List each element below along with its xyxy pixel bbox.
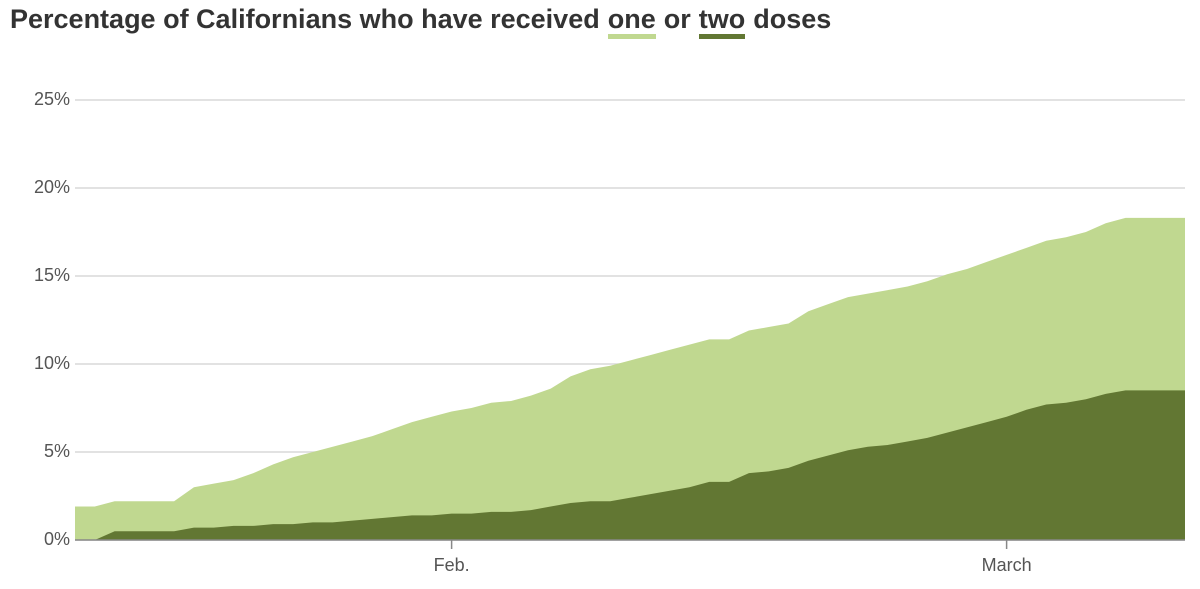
- y-tick-label: 25%: [34, 89, 70, 109]
- y-tick-label: 5%: [44, 441, 70, 461]
- legend-entry: two: [698, 4, 746, 39]
- y-tick-label: 10%: [34, 353, 70, 373]
- legend-entry: one: [607, 4, 656, 39]
- y-tick-label: 15%: [34, 265, 70, 285]
- y-tick-label: 20%: [34, 177, 70, 197]
- x-tick-label: Feb.: [434, 555, 470, 575]
- chart-title: Percentage of Californians who have rece…: [10, 4, 839, 39]
- area: [75, 390, 1185, 540]
- title-text: Percentage of Californians who have rece…: [10, 4, 600, 34]
- y-tick-label: 0%: [44, 529, 70, 549]
- x-tick-label: March: [982, 555, 1032, 575]
- title-text: or: [663, 4, 691, 34]
- title-text: doses: [753, 4, 832, 34]
